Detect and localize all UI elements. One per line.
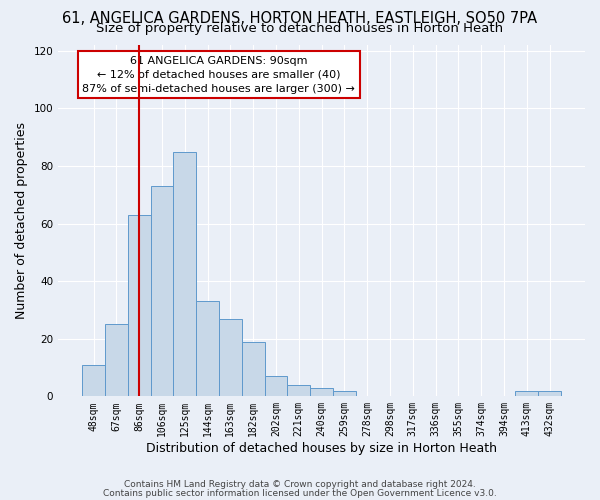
Bar xyxy=(310,388,333,396)
X-axis label: Distribution of detached houses by size in Horton Heath: Distribution of detached houses by size … xyxy=(146,442,497,455)
Bar xyxy=(265,376,287,396)
Bar xyxy=(151,186,173,396)
Text: Contains HM Land Registry data © Crown copyright and database right 2024.: Contains HM Land Registry data © Crown c… xyxy=(124,480,476,489)
Bar xyxy=(287,385,310,396)
Y-axis label: Number of detached properties: Number of detached properties xyxy=(15,122,28,319)
Bar xyxy=(515,390,538,396)
Bar xyxy=(219,318,242,396)
Bar xyxy=(242,342,265,396)
Text: 61 ANGELICA GARDENS: 90sqm
← 12% of detached houses are smaller (40)
87% of semi: 61 ANGELICA GARDENS: 90sqm ← 12% of deta… xyxy=(82,56,355,94)
Bar xyxy=(538,390,561,396)
Bar xyxy=(128,215,151,396)
Bar xyxy=(82,364,105,396)
Bar xyxy=(173,152,196,396)
Bar xyxy=(196,302,219,396)
Text: 61, ANGELICA GARDENS, HORTON HEATH, EASTLEIGH, SO50 7PA: 61, ANGELICA GARDENS, HORTON HEATH, EAST… xyxy=(62,11,538,26)
Bar xyxy=(333,390,356,396)
Text: Contains public sector information licensed under the Open Government Licence v3: Contains public sector information licen… xyxy=(103,488,497,498)
Bar xyxy=(105,324,128,396)
Text: Size of property relative to detached houses in Horton Heath: Size of property relative to detached ho… xyxy=(97,22,503,35)
